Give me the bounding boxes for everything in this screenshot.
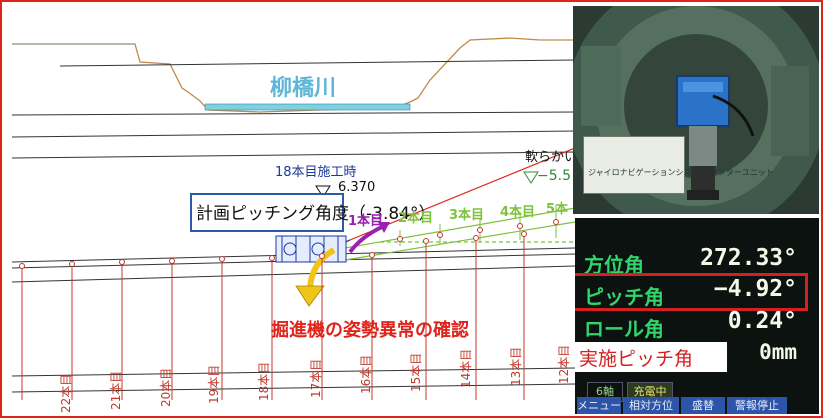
pipe-ahead-label: 1本目: [348, 214, 384, 229]
yellow-arrow-head: [295, 285, 325, 307]
switch-button[interactable]: 盛替: [681, 397, 725, 414]
pipe-behind-label: 15本目: [409, 352, 423, 392]
plan-elevation: 6.370: [338, 180, 376, 195]
menu-button[interactable]: メニュー: [577, 397, 621, 414]
roll-value: 0.24°: [727, 308, 797, 334]
pipe-behind-label: 17本目: [309, 358, 323, 398]
alert-label: 掘進機の姿勢異常の確認: [271, 320, 469, 341]
pipe-ahead-label: 5本: [546, 202, 569, 217]
stratum-lines: [11, 43, 576, 159]
pipe-ahead-label: 4本目: [500, 205, 536, 220]
pipe-behind-label: 13本目: [509, 346, 523, 386]
tunneling-machine: [275, 235, 351, 263]
pipe-behind-label: 16本目: [359, 354, 373, 394]
soft-ground-label: 軟らかい: [525, 150, 578, 165]
pipe-behind-label: 22本目: [59, 373, 73, 413]
instrument-display: 方位角 272.33° ピッチ角 −4.92° ロール角 0.24° 0mm 実…: [575, 218, 819, 414]
pitch-highlight-box: [575, 273, 808, 311]
alarm-stop-button[interactable]: 警報停止: [727, 397, 787, 414]
purple-arrow-head: [378, 222, 390, 233]
device-photo: ジャイロナビゲーションシステム センターユニット: [573, 6, 819, 214]
planned-path: [344, 207, 576, 261]
ground-elevation: −5.5: [537, 168, 571, 184]
pipe-ahead-label: 3本目: [449, 208, 485, 223]
yellow-curved-arrow-icon: [307, 247, 336, 289]
roll-label: ロール角: [584, 317, 664, 341]
pipe-behind-label: 20本目: [159, 367, 173, 407]
ground-elevation-marker-icon: [523, 171, 539, 184]
pipe-ahead-label: 2本目: [398, 211, 434, 226]
pipe-behind-label: 19本目: [207, 364, 221, 404]
actual-pitch-label: 実施ピッチ角: [579, 348, 694, 370]
pipe-survey-points: [19, 231, 527, 400]
pitch-label: ピッチ角: [584, 285, 664, 309]
pipe-behind-label: 14本目: [459, 348, 473, 388]
plan-pitch-box: [190, 193, 344, 232]
actual-pitch-box: 実施ピッチ角: [575, 342, 727, 372]
river-water: [204, 103, 411, 111]
plan-pitch-label: 計画ピッチング角度（-3.84°）: [196, 204, 436, 224]
tunnel-lines: [11, 247, 576, 393]
azimuth-value: 272.33°: [700, 245, 797, 271]
relative-azimuth-button[interactable]: 相対方位: [623, 397, 679, 414]
device-card-text: ジャイロナビゲーションシステム センターユニット: [588, 168, 774, 177]
construction-label: 18本目施工時: [275, 165, 357, 180]
pitch-value: −4.92°: [713, 276, 797, 302]
river-name: 柳橋川: [270, 76, 337, 101]
purple-curved-arrow-icon: [348, 224, 385, 254]
planned-path-points: [397, 219, 559, 242]
pipe-behind-label: 21本目: [109, 370, 123, 410]
elevation-marker-icon: [315, 185, 331, 198]
device-card: ジャイロナビゲーションシステム センターユニット: [583, 136, 774, 194]
displacement-value: 0mm: [759, 340, 797, 364]
pipe-behind-label: 12本目: [557, 344, 571, 384]
pipe-behind-label: 18本目: [257, 361, 271, 401]
